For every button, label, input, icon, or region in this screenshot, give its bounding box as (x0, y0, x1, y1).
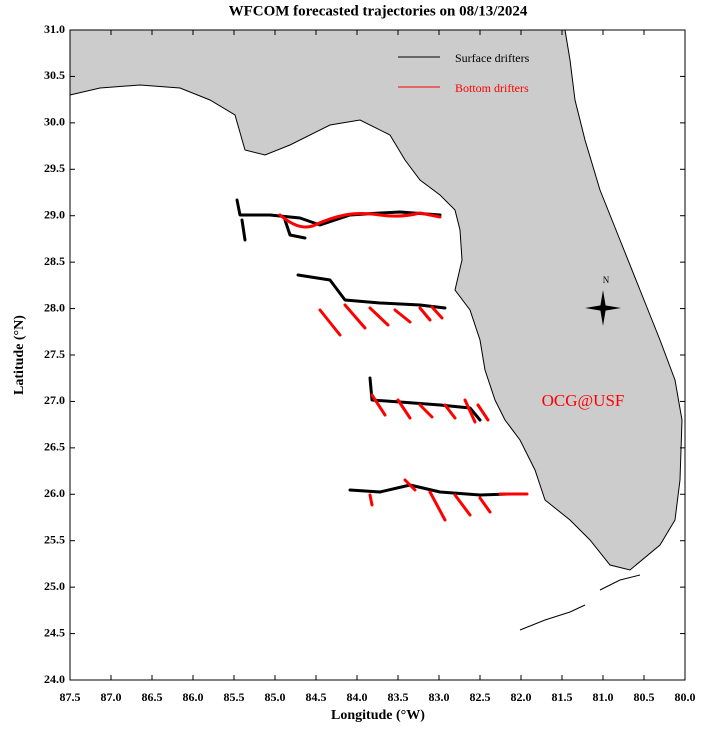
x-tick-label: 86.5 (142, 690, 163, 704)
x-tick-label: 80.0 (675, 690, 696, 704)
compass (585, 290, 621, 326)
x-tick-label: 80.5 (634, 690, 655, 704)
y-tick-label: 28.5 (44, 254, 65, 268)
x-tick-label: 81.0 (593, 690, 614, 704)
x-tick-label: 87.5 (60, 690, 81, 704)
x-axis-label: Longitude (°W) (331, 708, 425, 723)
x-tick-label: 85.5 (224, 690, 245, 704)
x-tick-label: 83.5 (388, 690, 409, 704)
x-tick-label: 85.0 (265, 690, 286, 704)
y-tick-label: 25.5 (44, 532, 65, 546)
y-tick-label: 30.5 (44, 68, 65, 82)
legend-label: Bottom drifters (455, 81, 529, 95)
annotation: OCG@USF (542, 391, 625, 410)
x-tick-label: 82.5 (470, 690, 491, 704)
x-tick-label: 81.5 (552, 690, 573, 704)
y-tick-label: 27.5 (44, 347, 65, 361)
x-tick-label: 87.0 (101, 690, 122, 704)
keys (519, 574, 641, 631)
bottom-trajectories (278, 211, 529, 522)
land (69, 29, 683, 571)
y-tick-label: 29.0 (44, 207, 65, 221)
y-tick-label: 24.5 (44, 625, 65, 639)
y-tick-label: 26.5 (44, 440, 65, 454)
x-tick-label: 82.0 (511, 690, 532, 704)
y-tick-label: 28.0 (44, 300, 65, 314)
x-tick-label: 86.0 (183, 690, 204, 704)
x-tick-label: 84.5 (306, 690, 327, 704)
map-title: WFCOM forecasted trajectories on 08/13/2… (229, 3, 528, 19)
x-tick-label: 84.0 (347, 690, 368, 704)
x-tick-label: 83.0 (429, 690, 450, 704)
legend-label: Surface drifters (455, 51, 530, 65)
y-tick-label: 31.0 (44, 22, 65, 36)
compass-label: N (603, 275, 610, 285)
y-tick-label: 25.0 (44, 579, 65, 593)
y-tick-label: 30.0 (44, 115, 65, 129)
y-tick-label: 29.5 (44, 161, 65, 175)
y-tick-label: 24.0 (44, 672, 65, 686)
y-tick-label: 26.0 (44, 486, 65, 500)
y-tick-label: 27.0 (44, 393, 65, 407)
y-axis-label: Latitude (°N) (12, 315, 27, 395)
